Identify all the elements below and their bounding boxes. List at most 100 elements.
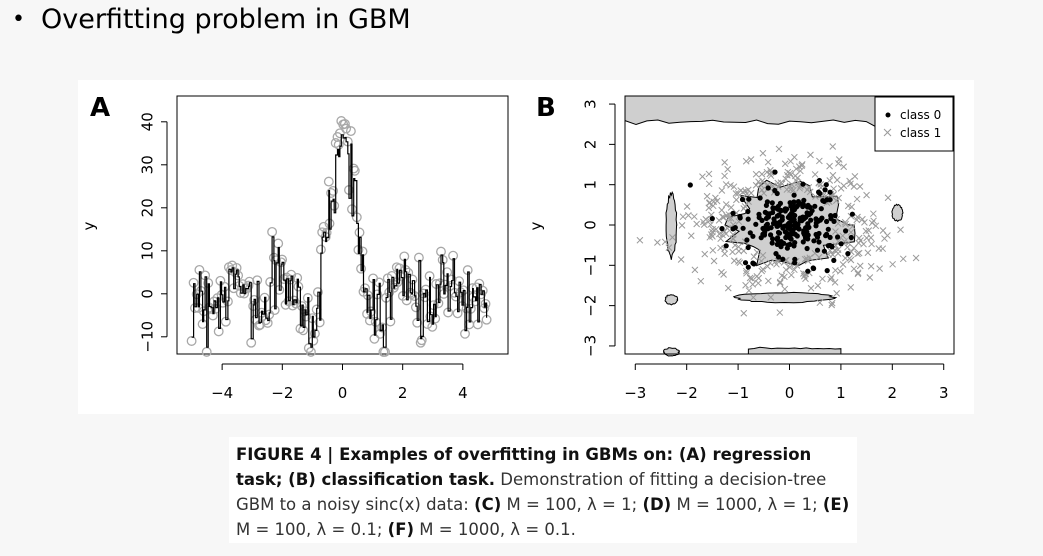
panel-b-class1-point (868, 219, 876, 227)
panel-b-class0-point (723, 243, 729, 249)
panel-a-chart: A −4 −2 0 2 4 −10 0 10 20 30 40 y (80, 93, 509, 402)
panel-b-class1-point (716, 230, 723, 238)
panel-a-point (326, 188, 337, 198)
panel-b-class0-point (782, 206, 788, 212)
panel-b-ytick-label: 2 (582, 140, 600, 150)
panel-b-class1-point (687, 232, 695, 240)
panel-b-plot-frame (624, 95, 955, 355)
panel-b-class1-point (758, 186, 766, 194)
panel-b-class0-point (821, 248, 828, 254)
panel-b-class0-point (835, 234, 841, 240)
panel-b-class0-point (801, 228, 807, 234)
caption-c: (C) (474, 495, 502, 514)
panel-b-class1-point (709, 233, 716, 240)
panel-b-class1-point (841, 218, 849, 226)
panel-b-letter: B (536, 93, 556, 123)
panel-b-class0-point (765, 214, 772, 220)
panel-b-class1-point (742, 187, 749, 195)
panel-a-xtick-label: 2 (398, 384, 408, 402)
caption-f-text: M = 1000, λ = 0.1. (414, 520, 576, 539)
panel-b-class0-point (762, 227, 768, 233)
panel-b-class1-point (699, 173, 706, 180)
panel-b-class1-point (767, 166, 774, 174)
panel-b-class0-point (848, 234, 854, 241)
panel-b-class0-point (730, 210, 736, 216)
panel-b-class1-point (727, 204, 735, 211)
panel-b-class1-point (819, 275, 826, 283)
panel-b-class1-point (690, 213, 698, 220)
panel-b-class1-point (732, 190, 740, 197)
panel-b-axes: −3 −2 −1 0 1 2 3 −3 −2 −1 0 1 2 3 (582, 99, 949, 402)
panel-b-ytick-label: 0 (582, 220, 600, 230)
panel-b-xtick-label: 0 (785, 384, 795, 402)
panel-b-class0-point (786, 234, 793, 241)
panel-b-class0-point (791, 199, 797, 205)
panel-b-class1-point (876, 265, 883, 272)
panel-b-class1-point (855, 239, 862, 247)
panel-b-class1-point (757, 257, 765, 265)
panel-a-xtick-label: −2 (271, 384, 293, 402)
panel-b-class0-point (827, 242, 833, 249)
panel-b-class0-point (784, 245, 791, 251)
panel-b-class1-point (847, 228, 855, 236)
panel-b-class1-point (854, 250, 861, 258)
panel-b-class0-point (845, 251, 851, 257)
panel-b-class0-point (745, 208, 751, 215)
legend-class0-label: class 0 (900, 108, 941, 122)
panel-b-class1-point (812, 193, 819, 200)
panel-b-class0-point (730, 226, 736, 232)
panel-b-class1-point (729, 248, 736, 256)
panel-b-class1-point (724, 165, 732, 173)
panel-b-class1-point (709, 246, 717, 254)
panel-b-class1-point (715, 216, 723, 224)
panel-b-class0-point (792, 223, 798, 229)
panel-b-class1-point (722, 181, 730, 188)
panel-b-class1-point (833, 290, 841, 297)
panel-b-class1-point (826, 177, 834, 184)
panel-b-class1-point (807, 284, 815, 292)
panel-b-class1-point (697, 277, 705, 285)
panel-b-class0-point (791, 207, 798, 213)
panel-a-point (354, 227, 365, 238)
panel-b-class1-point (814, 282, 822, 289)
panel-b-class1-point (867, 262, 875, 270)
panel-b-class0-point (804, 204, 811, 210)
panel-b-class0-point (828, 216, 834, 222)
panel-b-class0-point (811, 238, 817, 244)
panel-b-class0-point (818, 206, 824, 212)
panel-b-class1-point (782, 266, 790, 274)
panel-b-class0-point (785, 221, 791, 227)
panel-a-point (339, 118, 350, 129)
panel-b-class1-point (703, 192, 711, 200)
panel-b-class0-point (805, 268, 811, 274)
panel-b-class1-point (691, 266, 699, 274)
panel-b-class1-point (747, 156, 755, 163)
panel-a-point (273, 238, 284, 249)
panel-b-class1-point (811, 171, 819, 178)
panel-b-right-region (891, 203, 904, 222)
panel-b-class1-point (712, 194, 719, 202)
panel-b-class1-point (864, 249, 872, 257)
panel-b-class0-point (765, 185, 771, 191)
panel-b-class0-point (843, 228, 849, 234)
panel-b-class1-point (835, 156, 843, 163)
panel-b-class1-point (752, 170, 760, 178)
panel-b-class1-point (847, 284, 855, 291)
panel-a-ytick-label: 30 (139, 155, 157, 174)
panel-a-point (246, 337, 257, 348)
panel-b-class1-point (669, 234, 676, 241)
panel-b-class0-point (750, 233, 756, 239)
panel-b-class1-point (776, 279, 784, 287)
panel-b-ylabel: y (527, 221, 545, 230)
panel-b-class0-point (804, 210, 810, 216)
figure-panel: A −4 −2 0 2 4 −10 0 10 20 30 40 y B −3 −2 −1 0 1 2 3 −3 −2… (78, 80, 974, 414)
panel-b-class1-point (735, 247, 743, 255)
panel-b-class0-points (687, 169, 856, 274)
caption-d-text: M = 1000, λ = 1; (671, 495, 823, 514)
panel-b-class0-point (762, 209, 768, 215)
panel-b-class0-point (791, 192, 797, 198)
panel-b-class1-point (828, 299, 836, 307)
panel-a-point (341, 123, 352, 134)
caption-e-text: M = 100, λ = 0.1; (236, 520, 388, 539)
panel-b-class1-point (718, 187, 726, 194)
